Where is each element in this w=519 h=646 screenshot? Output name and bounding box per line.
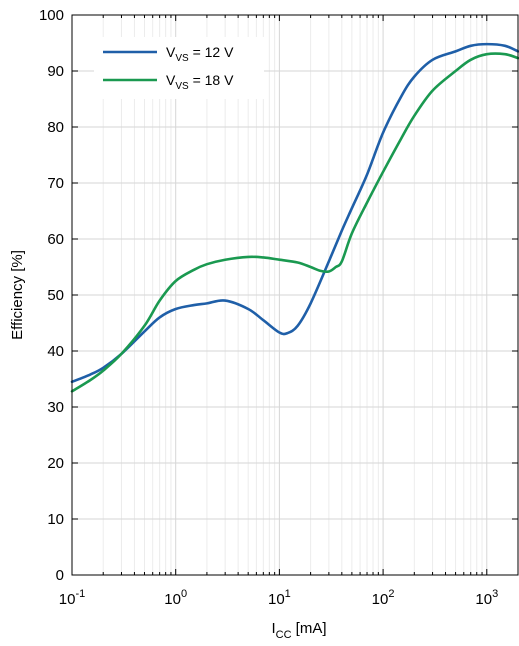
x-tick-label: 103: [475, 588, 498, 608]
grid: [71, 14, 519, 576]
x-tick-label-base: 10: [372, 591, 389, 608]
legend-label-suffix: = 18 V: [189, 72, 234, 88]
y-tick-label: 40: [47, 343, 64, 360]
y-tick-label: 100: [39, 7, 64, 24]
y-tick-label: 90: [47, 63, 64, 80]
x-tick-label-exponent: 0: [181, 588, 187, 600]
x-axis-title-sub: CC: [276, 629, 292, 641]
x-tick-label-exponent: 2: [388, 588, 394, 600]
x-axis-title: ICC [mA]: [271, 620, 326, 641]
y-tick-label: 20: [47, 455, 64, 472]
x-tick-label-exponent: -1: [75, 588, 85, 600]
legend-label-suffix: = 12 V: [189, 44, 234, 60]
x-tick-label: 101: [268, 588, 291, 608]
x-tick-label: 10-1: [59, 588, 85, 608]
y-tick-label: 10: [47, 511, 64, 528]
y-axis-title: Efficiency [%]: [9, 250, 26, 340]
y-tick-label: 80: [47, 119, 64, 136]
y-tick-label: 0: [56, 567, 64, 584]
x-axis-title-suffix: [mA]: [292, 620, 327, 637]
x-tick-label: 102: [372, 588, 395, 608]
legend: VVS = 12 V VVS = 18 V: [94, 37, 264, 99]
legend-label-main: V: [166, 72, 176, 88]
legend-label-main: V: [166, 44, 176, 60]
ticks: [71, 14, 519, 576]
x-tick-label-base: 10: [475, 591, 492, 608]
y-tick-label: 30: [47, 399, 64, 416]
x-tick-label: 100: [164, 588, 187, 608]
series-layer: [70, 42, 519, 393]
y-tick-label: 50: [47, 287, 64, 304]
series-line-vvs-18v: [70, 52, 519, 393]
x-tick-label-exponent: 3: [492, 588, 498, 600]
legend-label-sub: VS: [175, 53, 189, 64]
x-axis-title-main: I: [271, 620, 275, 637]
x-tick-label-base: 10: [164, 591, 181, 608]
legend-label-sub: VS: [175, 81, 189, 92]
legend-label-vvs-18v: VVS = 18 V: [166, 72, 234, 92]
series-line-vvs-12v: [70, 42, 519, 384]
x-tick-label-exponent: 1: [285, 588, 291, 600]
y-tick-label: 60: [47, 231, 64, 248]
x-tick-label-base: 10: [59, 591, 76, 608]
legend-box: [94, 37, 264, 99]
legend-label-vvs-12v: VVS = 12 V: [166, 44, 234, 64]
x-tick-label-base: 10: [268, 591, 285, 608]
y-tick-label: 70: [47, 175, 64, 192]
